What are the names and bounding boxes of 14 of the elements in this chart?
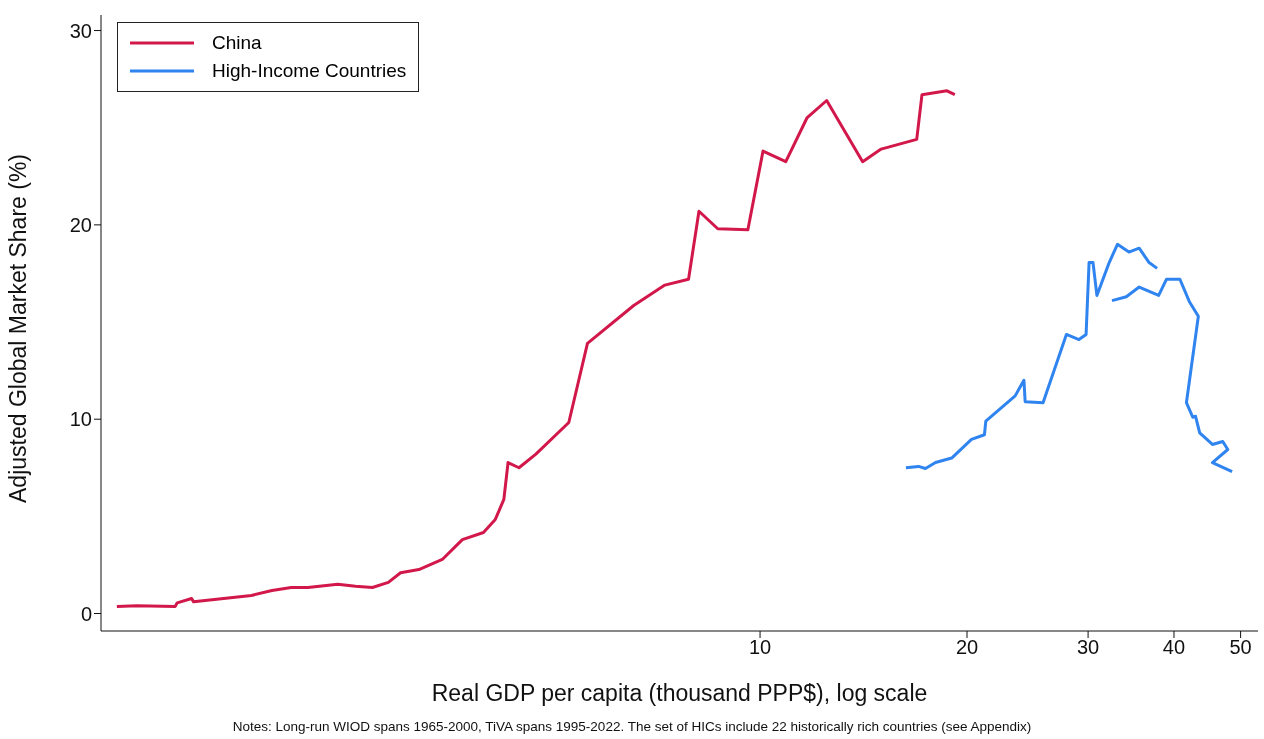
x-tick-label: 10 (748, 636, 772, 659)
text: Notes: Long-run WIOD spans 1965-2000, TiVA spans 1995-2022. The set of HICs include 22 historically rich countries (see Appendix) (231, 719, 1033, 734)
y-tick-label: 0 (80, 602, 92, 625)
x-tick-label: 20 (955, 636, 979, 659)
x-tick-label: 40 (1162, 636, 1186, 659)
legend-label: High-Income Countries (212, 60, 407, 82)
x-tick-label: 50 (1229, 636, 1252, 659)
legend-label: China (212, 32, 262, 54)
x-axis-title: Real GDP per capita (thousand PPP$), log scale (431, 680, 928, 706)
y-tick-label: 20 (69, 213, 92, 236)
y-axis-title: Adjusted Global Market Share (%) (5, 154, 32, 503)
x-tick-label: 30 (1076, 636, 1100, 659)
y-tick-label: 30 (69, 19, 92, 42)
y-tick-label: 10 (69, 408, 92, 431)
